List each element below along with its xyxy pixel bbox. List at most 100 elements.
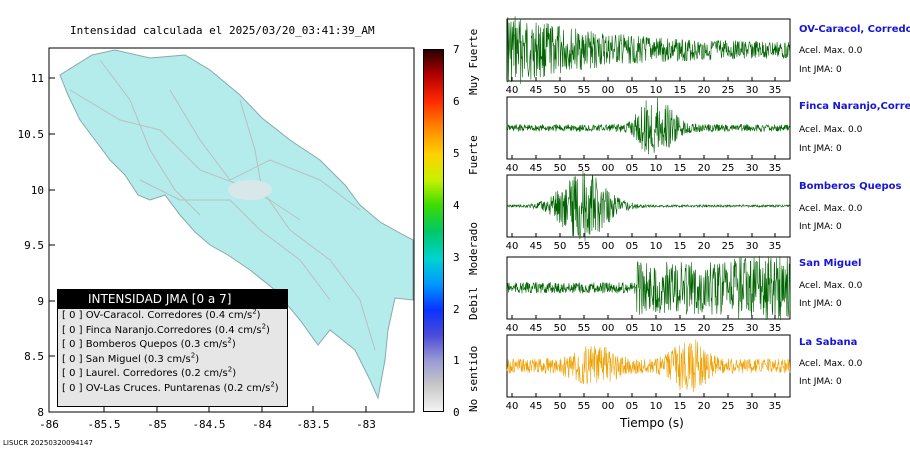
time-tick-label: 35: [769, 241, 782, 252]
time-tick-label: 40: [506, 163, 519, 174]
map-axis-ticks: -86 -85.5 -85 -84.5 -84 -83.5 -83 11 10.5 10 9.5 9 8…: [18, 72, 376, 431]
time-tick-label: 20: [698, 323, 711, 334]
legend-item: [ 0 ] Laurel. Corredores (0.2 cm/s2): [58, 367, 287, 382]
road-line: [139, 179, 331, 301]
time-tick-label: 55: [578, 163, 591, 174]
time-tick-label: 05: [626, 85, 639, 96]
time-tick-label: 20: [698, 85, 711, 96]
map-x-tick-label: -86: [39, 418, 59, 431]
legend-item-name: Laurel. Corredores: [85, 368, 178, 380]
time-tick-label: 35: [769, 163, 782, 174]
legend-item: [ 0 ] OV-Caracol. Corredores (0.4 cm/s2): [58, 308, 287, 324]
station-accel: Acel. Max. 0.0: [799, 125, 863, 135]
station-name: OV-Caracol, Corredores: [799, 24, 910, 35]
legend-item-suffix: ): [231, 339, 236, 351]
time-tick-label: 50: [554, 323, 567, 334]
legend-item: [ 0 ] San Miguel (0.3 cm/s2): [58, 351, 287, 368]
time-tick-label: 25: [722, 163, 735, 174]
time-tick-label: 55: [578, 241, 591, 252]
map-x-tick-label: -85: [147, 418, 167, 431]
station-accel: Acel. Max. 0.0: [799, 204, 863, 214]
time-tick-label: 05: [626, 163, 639, 174]
time-tick-label: 50: [554, 401, 567, 412]
legend-item-value: [ 0 ]: [62, 324, 83, 336]
station-name: San Miguel: [799, 258, 862, 269]
legend-item-exponent: 2: [227, 366, 233, 375]
station-accel: Acel. Max. 0.0: [799, 46, 863, 56]
station-accel: Acel. Max. 0.0: [799, 281, 863, 291]
time-tick-label: 10: [650, 85, 663, 96]
footer-id: LISUCR 20250320094147: [3, 439, 93, 447]
legend-item-value: [ 0 ]: [62, 353, 83, 365]
legend-item-exponent: 2: [261, 322, 267, 331]
costa-rica-land: [59, 49, 414, 400]
time-axis-label: Tiempo (s): [620, 416, 684, 430]
legend-item-exponent: 2: [190, 351, 196, 360]
legend-item-value: [ 0 ]: [62, 382, 83, 394]
time-tick-label: 10: [650, 163, 663, 174]
station-intensity: Int JMA: 0: [799, 222, 842, 232]
map-y-tick-label: 10: [31, 184, 44, 197]
colorbar-tick: 7: [453, 43, 460, 56]
legend-item-name: Bomberos Quepos: [85, 339, 178, 351]
legend-item-accel: (0.3 cm/s: [180, 339, 228, 351]
map-title: Intensidad calculada el 2025/03/20_03:41…: [70, 24, 375, 37]
map-y-tick-label: 8: [37, 406, 44, 419]
time-tick-label: 10: [650, 241, 663, 252]
legend-item-name: OV-Las Cruces. Puntarenas: [85, 382, 221, 394]
time-tick-label: 15: [674, 241, 687, 252]
time-tick-label: 00: [602, 401, 615, 412]
map-x-tick-label: -83: [356, 418, 376, 431]
road-line: [239, 99, 376, 351]
colorbar-tick: 3: [453, 250, 460, 264]
station-name: La Sabana: [799, 337, 858, 348]
seismogram-trace: [506, 339, 791, 392]
legend-item-accel: (0.2 cm/s: [223, 382, 271, 394]
time-tick-label: 00: [602, 85, 615, 96]
station-name: Finca Naranjo,Corredores: [799, 101, 910, 112]
map-x-tick-label: -84: [252, 418, 272, 431]
colorbar-tick: 2: [453, 302, 460, 316]
time-tick-label: 55: [578, 323, 591, 334]
legend-item-accel: (0.3 cm/s: [143, 353, 191, 365]
time-tick-label: 35: [769, 401, 782, 412]
time-tick-label: 30: [746, 163, 759, 174]
time-tick-label: 40: [506, 85, 519, 96]
seismogram-trace: [506, 170, 791, 242]
legend-item-accel: (0.4 cm/s: [205, 310, 253, 321]
legend-item-value: [ 0 ]: [62, 310, 83, 321]
time-tick-label: 20: [698, 241, 711, 252]
seismogram-trace: [506, 16, 791, 84]
time-tick-label: 50: [554, 85, 567, 96]
legend-item-suffix: ): [274, 382, 279, 394]
time-tick-label: 35: [769, 323, 782, 334]
time-tick-label: 10: [650, 323, 663, 334]
station-intensity: Int JMA: 0: [799, 377, 842, 387]
colorbar-tick: 1: [453, 354, 460, 368]
station-accel: Acel. Max. 0.0: [799, 359, 863, 369]
time-tick-label: 00: [602, 241, 615, 252]
time-tick-label: 25: [722, 401, 735, 412]
time-tick-label: 35: [769, 85, 782, 96]
time-tick-label: 15: [674, 163, 687, 174]
time-tick-label: 30: [746, 401, 759, 412]
colorbar-tick: 5: [453, 146, 460, 160]
time-tick-label: 00: [602, 163, 615, 174]
legend-header: INTENSIDAD JMA [0 a 7]: [58, 290, 287, 309]
map-y-tick-label: 11: [31, 72, 44, 85]
station-intensity: Int JMA: 0: [799, 299, 842, 309]
map-y-tick-label: 8.5: [24, 350, 44, 363]
time-tick-label: 05: [626, 241, 639, 252]
intensity-colorbar: [423, 49, 444, 412]
time-tick-label: 25: [722, 323, 735, 334]
map-x-tick-label: -83.5: [296, 418, 329, 431]
time-tick-label: 40: [506, 323, 519, 334]
station-name: Bomberos Quepos: [799, 181, 902, 192]
colorbar-tick: 0: [453, 406, 460, 420]
time-tick-label: 45: [530, 401, 543, 412]
station-intensity: Int JMA: 0: [799, 65, 842, 75]
time-tick-label: 05: [626, 401, 639, 412]
legend-item-suffix: ): [266, 324, 270, 336]
time-tick-label: 30: [746, 85, 759, 96]
